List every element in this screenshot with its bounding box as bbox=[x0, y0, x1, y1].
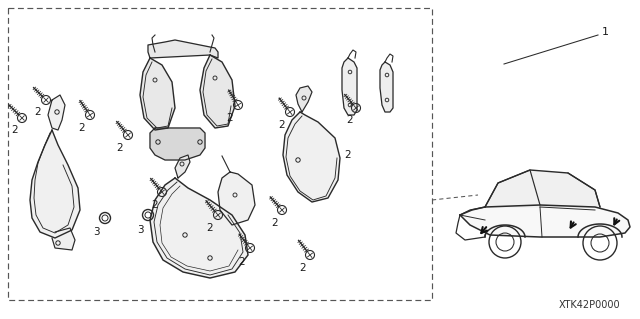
Polygon shape bbox=[150, 128, 205, 160]
Text: 2: 2 bbox=[239, 257, 245, 267]
Text: 3: 3 bbox=[137, 225, 143, 235]
Text: 2: 2 bbox=[347, 115, 353, 125]
Polygon shape bbox=[460, 205, 630, 237]
Polygon shape bbox=[48, 95, 65, 130]
Polygon shape bbox=[140, 58, 175, 130]
Text: 2: 2 bbox=[116, 143, 124, 153]
Text: XTK42P0000: XTK42P0000 bbox=[559, 300, 621, 310]
Text: 2: 2 bbox=[345, 150, 351, 160]
Text: 2: 2 bbox=[300, 263, 307, 273]
Text: 3: 3 bbox=[93, 227, 99, 237]
Text: 2: 2 bbox=[152, 200, 158, 210]
Polygon shape bbox=[283, 112, 340, 202]
Polygon shape bbox=[30, 130, 80, 238]
Polygon shape bbox=[148, 40, 218, 58]
Text: 2: 2 bbox=[35, 107, 42, 117]
Text: 1: 1 bbox=[602, 27, 609, 37]
Polygon shape bbox=[485, 170, 600, 207]
Polygon shape bbox=[296, 86, 312, 112]
Polygon shape bbox=[175, 155, 190, 178]
Text: 2: 2 bbox=[207, 223, 213, 233]
Text: 2: 2 bbox=[272, 218, 278, 228]
Text: 2: 2 bbox=[79, 123, 85, 133]
Polygon shape bbox=[342, 58, 357, 115]
Polygon shape bbox=[150, 178, 248, 278]
Text: 2: 2 bbox=[12, 125, 19, 135]
Text: 2: 2 bbox=[278, 120, 285, 130]
Polygon shape bbox=[52, 228, 75, 250]
Text: 2: 2 bbox=[227, 113, 234, 123]
Polygon shape bbox=[200, 55, 235, 128]
Polygon shape bbox=[218, 172, 255, 225]
Polygon shape bbox=[380, 62, 393, 112]
